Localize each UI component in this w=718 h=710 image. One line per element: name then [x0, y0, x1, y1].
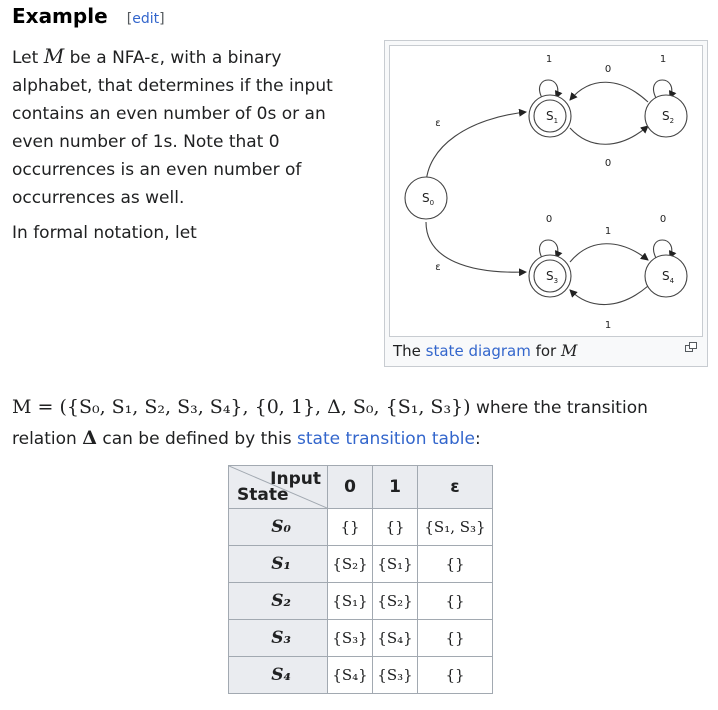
state-s1: [528, 94, 572, 138]
table-cell: {S₁}: [372, 545, 418, 583]
table-row: S₀ {} {} {S₁, S₃}: [228, 508, 493, 546]
state-diagram-link[interactable]: state diagram: [425, 342, 531, 360]
corner-header: Input State: [228, 465, 328, 509]
state-s3-label: S3: [546, 269, 558, 285]
table-cell: {}: [417, 619, 493, 657]
table-row: S₂ {S₁} {S₂} {}: [228, 582, 493, 620]
label-s1-s2: 0: [605, 158, 611, 169]
label-eps-top: ε: [435, 118, 440, 129]
edge-s0-s3: [425, 221, 527, 277]
label-s2-s1: 0: [605, 64, 611, 75]
label-loop-s3: 0: [546, 214, 552, 225]
table-cell: {}: [327, 508, 373, 546]
state-transition-table-link[interactable]: state transition table: [297, 429, 475, 449]
table-cell: {S₃}: [327, 619, 373, 657]
row-header-s1: S₁: [228, 545, 328, 583]
section-title: Example: [12, 4, 108, 28]
table-cell: {S₂}: [327, 545, 373, 583]
var-m: M: [43, 44, 65, 68]
col-header-1: 1: [372, 465, 418, 509]
intro-text-2: be a NFA-ε, with a binary alphabet, that…: [12, 48, 333, 208]
table-row: S₄ {S₄} {S₃} {}: [228, 656, 493, 694]
table-cell: {S₁}: [327, 582, 373, 620]
row-header-s0: S₀: [228, 508, 328, 546]
transition-table: Input State 0 1 ε S₀ {} {} {S₁, S₃} S₁ {…: [228, 465, 493, 694]
intro-paragraph: Let M be a NFA-ε, with a binary alphabet…: [12, 42, 367, 212]
edge-s1-s2: [569, 125, 649, 145]
state-s2: [644, 94, 688, 138]
edit-section: [edit]: [126, 11, 165, 27]
enlarge-icon[interactable]: [685, 341, 697, 355]
section-heading: Example [edit]: [12, 4, 165, 28]
formal-note: In formal notation, let: [12, 223, 197, 243]
state-diagram-image[interactable]: S0 S1 S2 S3 S4 ε ε 1 1 0 0 0 0 1 1: [389, 45, 703, 337]
state-s1-label: S1: [546, 109, 558, 125]
col-header-0: 0: [327, 465, 373, 509]
state-diagram-figure: S0 S1 S2 S3 S4 ε ε 1 1 0 0 0 0 1 1 The s…: [384, 40, 708, 367]
intro-text-1: Let: [12, 48, 44, 68]
label-loop-s2: 1: [660, 54, 666, 65]
table-cell: {}: [417, 582, 493, 620]
state-s4-label: S4: [662, 269, 675, 285]
row-header-s2: S₂: [228, 582, 328, 620]
state-s0: [404, 176, 448, 220]
edge-s4-s3: [569, 285, 649, 306]
state-s3: [528, 254, 572, 298]
state-s0-label: S0: [422, 191, 434, 207]
table-cell: {}: [372, 508, 418, 546]
formula-paragraph: M = ({S₀, S₁, S₂, S₃, S₄}, {0, 1}, Δ, S₀…: [12, 396, 648, 449]
table-cell: {S₂}: [372, 582, 418, 620]
edit-link[interactable]: edit: [132, 11, 160, 27]
table-cell: {}: [417, 545, 493, 583]
col-header-epsilon: ε: [417, 465, 493, 509]
loop-s3: [539, 239, 563, 259]
state-s4: [644, 254, 688, 298]
table-row: S₁ {S₂} {S₁} {}: [228, 545, 493, 583]
edge-s2-s1: [569, 81, 649, 103]
formula-expression: M = ({S₀, S₁, S₂, S₃, S₄}, {0, 1}, Δ, S₀…: [12, 396, 471, 418]
table-cell: {S₄}: [327, 656, 373, 694]
loop-s1: [539, 79, 563, 99]
label-loop-s4: 0: [660, 214, 666, 225]
label-s3-s4: 1: [605, 226, 611, 237]
row-header-s3: S₃: [228, 619, 328, 657]
table-cell: {S₁, S₃}: [417, 508, 493, 546]
figure-caption: The state diagram for M: [393, 341, 578, 360]
state-diagram-svg: S0 S1 S2 S3 S4 ε ε 1 1 0 0 0 0 1 1: [404, 54, 688, 331]
table-cell: {}: [417, 656, 493, 694]
state-s1-accept-ring: [533, 99, 567, 133]
label-s4-s3: 1: [605, 320, 611, 331]
table-cell: {S₄}: [372, 619, 418, 657]
state-s3-accept-ring: [533, 259, 567, 293]
edge-s0-s1: [425, 108, 527, 187]
row-header-s4: S₄: [228, 656, 328, 694]
label-eps-bottom: ε: [435, 262, 440, 273]
table-cell: {S₃}: [372, 656, 418, 694]
state-s2-label: S2: [662, 109, 674, 125]
edge-s3-s4: [569, 243, 649, 263]
table-row: S₃ {S₃} {S₄} {}: [228, 619, 493, 657]
loop-s2: [653, 79, 677, 99]
table-header-row: Input State 0 1 ε: [228, 465, 493, 509]
label-loop-s1: 1: [546, 54, 552, 65]
loop-s4: [653, 239, 677, 259]
